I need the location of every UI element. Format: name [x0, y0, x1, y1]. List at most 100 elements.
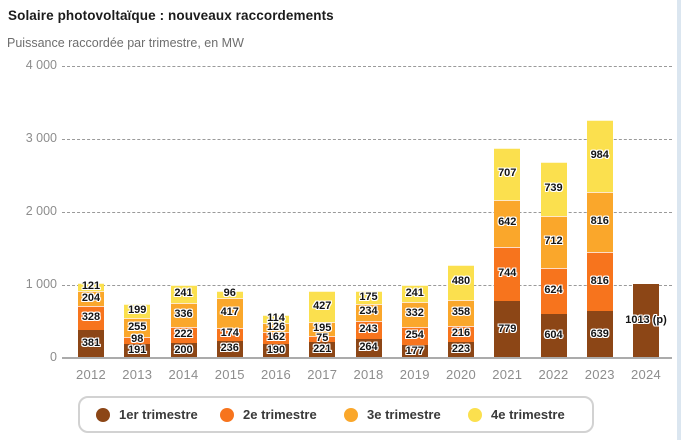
bar-value-label: 241 — [174, 286, 193, 299]
bar-segment-2014-q3[interactable] — [170, 302, 197, 328]
bar-segment-2013-q2[interactable] — [124, 336, 151, 345]
x-axis-label-2015: 2015 — [214, 367, 245, 382]
bar-segment-2016-q4[interactable] — [263, 314, 289, 324]
bar-segment-2014-q4[interactable] — [170, 285, 197, 303]
bar-segment-2020-q1[interactable] — [448, 341, 474, 358]
x-axis-label-2022: 2022 — [538, 367, 569, 382]
scrollbar-strip[interactable] — [677, 0, 681, 440]
bar-segment-2017-q4[interactable] — [309, 290, 336, 323]
bar-value-label: 744 — [498, 266, 517, 279]
bar-segment-2019-q1[interactable] — [401, 345, 428, 358]
bar-segment-2015-q1[interactable] — [216, 340, 243, 358]
bar-segment-2012-q1[interactable] — [78, 330, 104, 358]
x-axis-label-2016: 2016 — [260, 367, 292, 382]
bar-segment-2019-q2[interactable] — [401, 326, 428, 346]
y-axis-label: 3 000 — [25, 131, 57, 145]
bar-value-label: 427 — [313, 299, 332, 312]
bar-value-label: 98 — [131, 333, 144, 346]
bar-value-label: 177 — [405, 344, 424, 357]
bar-segment-2022-q1[interactable] — [540, 313, 567, 358]
bar-value-label: 96 — [223, 287, 236, 300]
legend-item-3e-trimestre[interactable]: 3e trimestre — [344, 407, 468, 422]
bar-segment-2016-q2[interactable] — [263, 332, 289, 345]
bar-segment-2021-q1[interactable] — [494, 301, 521, 358]
x-axis-label-2017: 2017 — [307, 367, 338, 382]
bar-segment-2017-q3[interactable] — [309, 322, 336, 337]
bar-segment-2013-q4[interactable] — [124, 303, 151, 319]
bar-segment-2020-q2[interactable] — [448, 325, 474, 342]
legend: 1er trimestre 2e trimestre 3e trimestre 4e … — [78, 396, 594, 433]
legend-item-2e-trimestre[interactable]: 2e trimestre — [220, 407, 344, 422]
bar-segment-2021-q3[interactable] — [494, 199, 521, 247]
bar-value-label: 254 — [405, 328, 424, 341]
bar-segment-2017-q2[interactable] — [309, 336, 336, 342]
gridline — [62, 66, 672, 67]
x-axis-label-2013: 2013 — [122, 367, 153, 382]
bar-segment-2024-q1[interactable] — [633, 284, 659, 358]
bar-segment-2018-q2[interactable] — [355, 320, 382, 339]
bar-value-label: 739 — [544, 182, 563, 195]
bar-segment-2018-q1[interactable] — [355, 338, 382, 358]
bar-value-label: 779 — [498, 322, 517, 335]
bar-segment-2023-q4[interactable] — [586, 120, 613, 193]
bar-value-label: 328 — [81, 311, 101, 324]
bar-segment-2013-q3[interactable] — [124, 318, 151, 337]
bar-segment-2019-q4[interactable] — [401, 284, 428, 303]
bar-segment-2022-q3[interactable] — [540, 216, 567, 269]
bar-segment-2019-q3[interactable] — [401, 302, 428, 327]
bar-segment-2021-q2[interactable] — [494, 246, 521, 302]
bar-value-label: 114 — [267, 311, 285, 324]
bar-value-label: 707 — [498, 167, 517, 180]
bar-segment-2023-q3[interactable] — [586, 192, 613, 252]
legend-marker-icon — [220, 407, 234, 422]
bar-value-label: 204 — [81, 291, 101, 304]
bar-segment-2012-q4[interactable] — [78, 282, 104, 292]
x-axis-label-2018: 2018 — [353, 367, 384, 382]
legend-marker-icon — [96, 407, 110, 422]
bar-segment-2013-q1[interactable] — [124, 344, 151, 358]
bar-segment-2012-q3[interactable] — [78, 291, 104, 307]
bar-segment-2018-q3[interactable] — [355, 303, 382, 321]
x-axis-label-2020: 2020 — [445, 367, 477, 382]
bar-segment-2018-q4[interactable] — [355, 291, 382, 304]
bar-segment-2014-q2[interactable] — [170, 327, 197, 344]
bar-value-label: 358 — [451, 305, 471, 318]
gridline — [62, 212, 672, 213]
y-axis-label: 2 000 — [25, 204, 57, 218]
bar-segment-2016-q1[interactable] — [263, 344, 289, 358]
bar-segment-2012-q2[interactable] — [78, 306, 104, 331]
x-axis-label-2014: 2014 — [168, 367, 199, 382]
bar-segment-2023-q2[interactable] — [586, 251, 613, 312]
bar-value-label: 264 — [359, 341, 378, 354]
legend-item-label: 1er trimestre — [119, 407, 198, 422]
bar-value-label: 624 — [544, 284, 563, 297]
x-axis-label-2023: 2023 — [584, 367, 615, 382]
bar-segment-2023-q1[interactable] — [586, 311, 613, 358]
chart-title: Solaire photovoltaïque : nouveaux raccor… — [8, 8, 334, 23]
bar-value-label: 222 — [174, 328, 193, 341]
bar-value-label: 1013 (p) — [625, 314, 667, 327]
bar-segment-2017-q1[interactable] — [309, 341, 336, 358]
gridline — [62, 285, 672, 286]
bar-segment-2022-q2[interactable] — [540, 268, 567, 314]
bar-segment-2014-q1[interactable] — [170, 343, 197, 358]
bar-segment-2020-q3[interactable] — [448, 299, 474, 326]
bar-value-label: 126 — [266, 320, 286, 333]
bar-value-label: 195 — [313, 322, 332, 335]
bar-segment-2021-q4[interactable] — [494, 148, 521, 200]
bar-segment-2015-q3[interactable] — [216, 297, 243, 329]
bar-value-label: 480 — [451, 275, 471, 288]
bar-segment-2022-q4[interactable] — [540, 162, 567, 217]
bar-value-label: 712 — [544, 235, 563, 248]
bar-segment-2020-q4[interactable] — [448, 264, 474, 300]
bar-segment-2015-q4[interactable] — [216, 290, 243, 298]
bar-segment-2015-q2[interactable] — [216, 328, 243, 341]
legend-item-1er-trimestre[interactable]: 1er trimestre — [96, 407, 220, 422]
bar-segment-2016-q3[interactable] — [263, 323, 289, 333]
legend-item-label: 4e trimestre — [491, 407, 565, 422]
x-axis-label-2021: 2021 — [492, 367, 523, 382]
bar-value-label: 121 — [81, 279, 101, 292]
legend-item-4e-trimestre[interactable]: 4e trimestre — [468, 407, 592, 422]
y-axis-label: 1 000 — [25, 277, 57, 291]
